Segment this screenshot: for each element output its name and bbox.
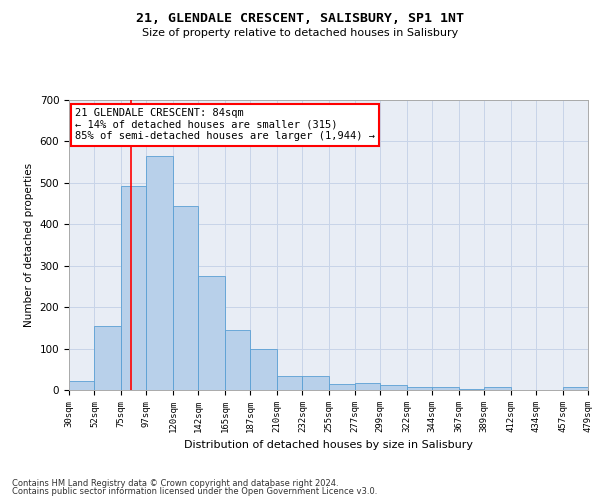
Bar <box>121 186 146 390</box>
Bar <box>355 382 380 390</box>
Bar <box>199 276 225 390</box>
Bar <box>329 384 355 390</box>
Bar <box>432 387 458 390</box>
Bar <box>225 330 250 390</box>
Bar <box>277 376 302 390</box>
Bar <box>563 387 588 390</box>
Bar <box>69 381 94 390</box>
Text: Size of property relative to detached houses in Salisbury: Size of property relative to detached ho… <box>142 28 458 38</box>
Bar <box>302 376 329 390</box>
Bar <box>380 384 407 390</box>
Bar <box>407 386 432 390</box>
Bar <box>146 156 173 390</box>
Bar <box>173 206 199 390</box>
Bar <box>94 326 121 390</box>
Text: 21, GLENDALE CRESCENT, SALISBURY, SP1 1NT: 21, GLENDALE CRESCENT, SALISBURY, SP1 1N… <box>136 12 464 26</box>
Text: 21 GLENDALE CRESCENT: 84sqm
← 14% of detached houses are smaller (315)
85% of se: 21 GLENDALE CRESCENT: 84sqm ← 14% of det… <box>75 108 375 142</box>
Bar <box>484 387 511 390</box>
X-axis label: Distribution of detached houses by size in Salisbury: Distribution of detached houses by size … <box>184 440 473 450</box>
Y-axis label: Number of detached properties: Number of detached properties <box>24 163 34 327</box>
Text: Contains HM Land Registry data © Crown copyright and database right 2024.: Contains HM Land Registry data © Crown c… <box>12 478 338 488</box>
Bar <box>250 350 277 390</box>
Text: Contains public sector information licensed under the Open Government Licence v3: Contains public sector information licen… <box>12 487 377 496</box>
Bar <box>458 389 484 390</box>
